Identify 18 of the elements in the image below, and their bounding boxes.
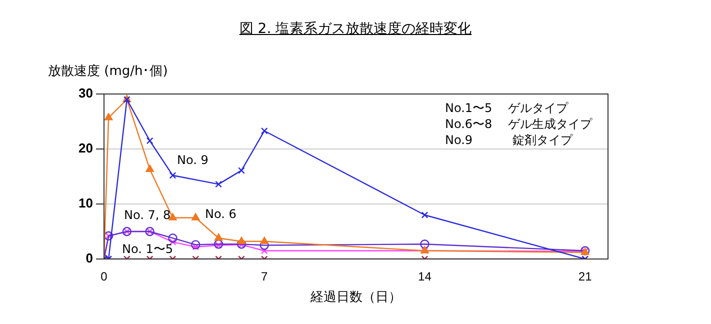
chart-title: 図 2. 塩素系ガス放散速度の経時変化 [238, 20, 473, 38]
x-tick-label: 7 [261, 270, 268, 284]
x-tick-label: 0 [100, 270, 108, 284]
y-tick-label: 10 [78, 196, 93, 211]
annotation: No. 9 [177, 153, 208, 167]
x-axis-title: 経過日数（日） [310, 288, 402, 304]
x-tick-label: 14 [418, 270, 432, 284]
annotation: No.6〜8 ゲル生成タイプ [445, 117, 592, 131]
annotation: No. 7, 8 [124, 208, 171, 222]
annotation: No. 6 [205, 207, 236, 221]
annotation: No.9 錠剤タイプ [445, 133, 572, 147]
y-axis-title: 放散速度 (mg/h･個) [48, 63, 168, 80]
y-tick-label: 30 [78, 86, 93, 101]
y-tick-label: 20 [78, 140, 93, 156]
x-tick-label: 21 [578, 270, 592, 284]
annotation: No. 1〜5 [122, 241, 174, 258]
y-tick-label: 0 [86, 250, 93, 266]
annotation: No.1〜5 ゲルタイプ [445, 101, 568, 115]
